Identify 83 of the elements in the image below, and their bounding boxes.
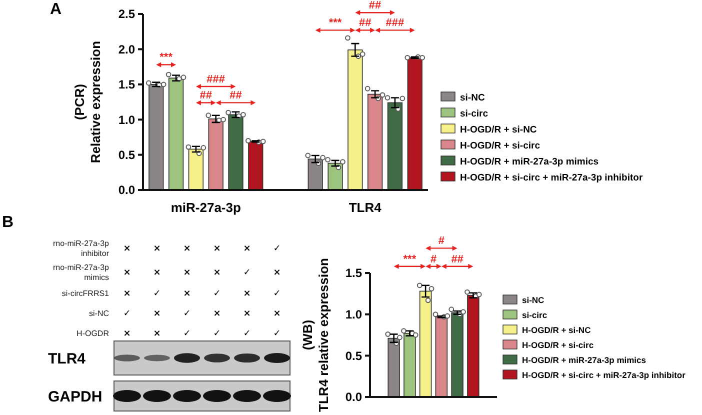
text: GAPDH — [48, 388, 102, 406]
legend-label: H-OGD/R + si-NC — [460, 124, 537, 136]
text: ✓ — [153, 289, 161, 300]
y-axis-title: (WB) TLR4 relative expression — [300, 258, 331, 412]
text: × — [183, 268, 191, 278]
double-arrow-bracket: *** — [156, 52, 176, 68]
double-arrow-bracket: *** — [394, 253, 426, 269]
text: × — [213, 268, 221, 278]
text: ✓ — [243, 268, 251, 278]
annotation: *** — [160, 52, 174, 64]
legend-label: H-OGD/R + miR-27a-3p mimics — [522, 354, 646, 365]
y-tick-label: 1.0 — [118, 112, 136, 127]
legend-label: H-OGD/R + si-circ + miR-27a-3p inhibitor — [460, 172, 643, 184]
text: ✓ — [183, 329, 191, 340]
text: ✓ — [213, 289, 221, 300]
double-arrow-bracket: # — [426, 253, 442, 269]
text: ✓ — [213, 329, 221, 340]
annotation: ### — [206, 74, 226, 86]
annotation: ## — [358, 17, 372, 30]
legend-label: si-circ — [522, 310, 548, 320]
x-tick-label: miR-27a-3p — [170, 200, 241, 215]
text: × — [123, 268, 131, 278]
annotation: *** — [328, 17, 342, 30]
double-arrow-bracket: # — [426, 235, 458, 251]
text: ✓ — [273, 244, 281, 254]
category-label: rno-miR-27a-3p inhibitor — [52, 238, 109, 258]
text: × — [153, 309, 161, 320]
text: × — [123, 329, 131, 340]
y-tick-label: 1.0 — [345, 308, 362, 322]
text: × — [153, 329, 161, 340]
double-arrow-bracket: ### — [196, 74, 236, 89]
y-tick-label: 0.0 — [118, 183, 136, 198]
chart-title: A — [50, 1, 62, 18]
text: × — [273, 309, 281, 320]
category-label: H-OGDR — [76, 328, 109, 338]
y-tick-label: 2.0 — [118, 42, 136, 56]
double-arrow-bracket: ## — [441, 253, 474, 269]
double-arrow-bracket: ## — [355, 0, 395, 16]
y-tick-label: 1.5 — [118, 78, 136, 92]
text: × — [243, 289, 251, 300]
legend-label: si-NC — [522, 294, 544, 305]
text: ✓ — [243, 329, 251, 340]
double-arrow-bracket: ## — [196, 90, 216, 106]
category-label: si-NC — [89, 308, 109, 318]
double-arrow-bracket: ### — [375, 17, 415, 33]
y-tick-label: 1.5 — [345, 266, 362, 280]
category-label: rno-miR-27a-3p mimics — [52, 262, 109, 282]
text: TLR4 — [48, 350, 86, 368]
text: B — [2, 214, 14, 231]
legend-label: H-OGD/R + si-circ — [522, 340, 594, 350]
y-tick-label: 0.0 — [345, 390, 362, 404]
text: ✓ — [273, 289, 281, 300]
legend-label: si-circ — [460, 108, 488, 120]
text: ✓ — [273, 329, 281, 340]
legend-label: H-OGD/R + si-NC — [522, 324, 591, 335]
text: × — [183, 289, 191, 300]
legend-label: H-OGD/R + si-circ + miR-27a-3p inhibitor — [522, 370, 686, 380]
text: × — [213, 309, 221, 320]
text: × — [273, 268, 281, 278]
text: ✓ — [183, 309, 191, 320]
double-arrow-bracket: *** — [315, 17, 356, 33]
annotation: ## — [230, 90, 242, 102]
text: × — [243, 309, 251, 320]
text: × — [183, 244, 191, 254]
annotation: ### — [386, 17, 404, 30]
text: × — [243, 244, 251, 254]
text: × — [213, 244, 221, 254]
y-tick-label: 0.5 — [345, 348, 362, 363]
text: × — [123, 244, 131, 254]
y-tick-label: 0.5 — [118, 148, 136, 162]
category-label: si-circFRRS1 — [62, 288, 109, 298]
text: × — [153, 268, 161, 278]
text: × — [123, 289, 131, 300]
double-arrow-bracket: ## — [216, 90, 256, 106]
y-axis-title: (PCR) Relative expression — [72, 40, 103, 164]
text: ✓ — [123, 309, 131, 320]
double-arrow-bracket: ## — [355, 17, 376, 33]
y-tick-label: 2.5 — [118, 7, 136, 22]
legend-label: H-OGD/R + si-circ — [460, 140, 540, 152]
legend-label: si-NC — [460, 92, 485, 104]
text: × — [153, 244, 161, 254]
annotation: ## — [200, 90, 212, 102]
legend-label: H-OGD/R + miR-27a-3p mimics — [460, 156, 599, 168]
